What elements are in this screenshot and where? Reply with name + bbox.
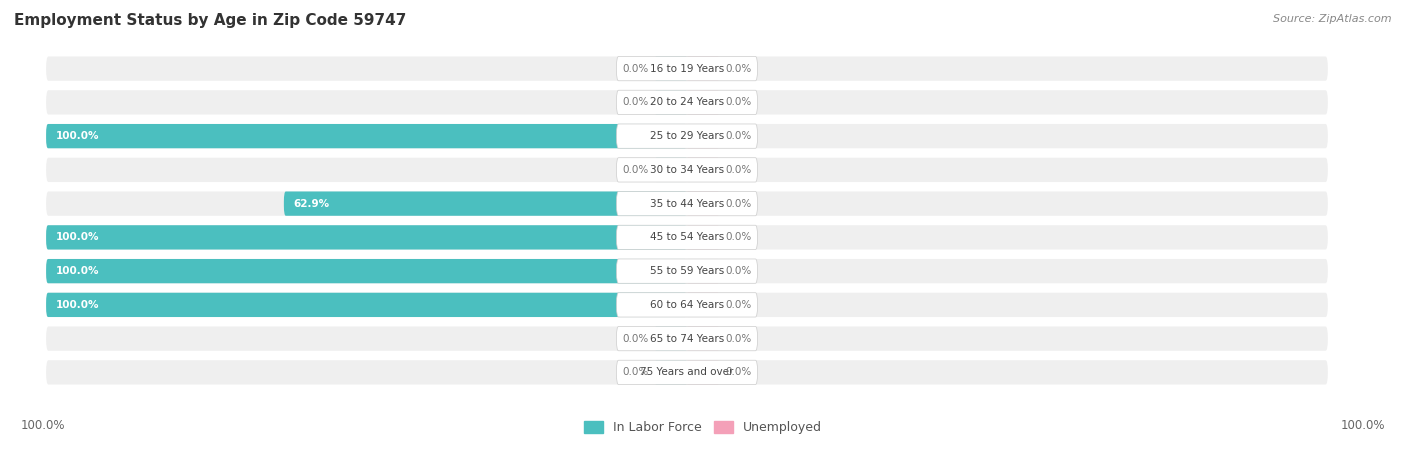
Text: 0.0%: 0.0% bbox=[725, 367, 752, 378]
Text: 0.0%: 0.0% bbox=[725, 333, 752, 344]
FancyBboxPatch shape bbox=[46, 259, 1327, 284]
Text: 35 to 44 Years: 35 to 44 Years bbox=[650, 198, 724, 209]
FancyBboxPatch shape bbox=[688, 259, 718, 284]
FancyBboxPatch shape bbox=[46, 360, 1327, 384]
Text: 100.0%: 100.0% bbox=[56, 131, 100, 141]
Text: 75 Years and over: 75 Years and over bbox=[640, 367, 734, 378]
FancyBboxPatch shape bbox=[655, 327, 688, 351]
Text: 0.0%: 0.0% bbox=[725, 266, 752, 276]
FancyBboxPatch shape bbox=[616, 124, 758, 148]
Legend: In Labor Force, Unemployed: In Labor Force, Unemployed bbox=[579, 416, 827, 439]
FancyBboxPatch shape bbox=[46, 90, 1327, 114]
Text: 0.0%: 0.0% bbox=[725, 97, 752, 108]
FancyBboxPatch shape bbox=[616, 292, 758, 317]
FancyBboxPatch shape bbox=[688, 225, 718, 249]
FancyBboxPatch shape bbox=[616, 158, 758, 182]
FancyBboxPatch shape bbox=[284, 192, 688, 216]
FancyBboxPatch shape bbox=[688, 360, 718, 384]
FancyBboxPatch shape bbox=[46, 225, 688, 249]
FancyBboxPatch shape bbox=[46, 327, 1327, 351]
FancyBboxPatch shape bbox=[688, 292, 718, 317]
Text: 0.0%: 0.0% bbox=[725, 198, 752, 209]
FancyBboxPatch shape bbox=[616, 259, 758, 284]
FancyBboxPatch shape bbox=[688, 158, 718, 182]
FancyBboxPatch shape bbox=[616, 192, 758, 216]
FancyBboxPatch shape bbox=[46, 292, 1327, 317]
Text: Source: ZipAtlas.com: Source: ZipAtlas.com bbox=[1274, 14, 1392, 23]
FancyBboxPatch shape bbox=[46, 192, 1327, 216]
FancyBboxPatch shape bbox=[655, 360, 688, 384]
Text: 16 to 19 Years: 16 to 19 Years bbox=[650, 63, 724, 74]
Text: 45 to 54 Years: 45 to 54 Years bbox=[650, 232, 724, 243]
FancyBboxPatch shape bbox=[616, 327, 758, 351]
Text: 25 to 29 Years: 25 to 29 Years bbox=[650, 131, 724, 141]
Text: 0.0%: 0.0% bbox=[623, 97, 648, 108]
FancyBboxPatch shape bbox=[46, 124, 688, 148]
Text: 0.0%: 0.0% bbox=[725, 300, 752, 310]
FancyBboxPatch shape bbox=[46, 124, 1327, 148]
FancyBboxPatch shape bbox=[46, 225, 1327, 249]
Text: 60 to 64 Years: 60 to 64 Years bbox=[650, 300, 724, 310]
FancyBboxPatch shape bbox=[46, 56, 1327, 81]
FancyBboxPatch shape bbox=[688, 56, 718, 81]
Text: 100.0%: 100.0% bbox=[1340, 419, 1385, 432]
FancyBboxPatch shape bbox=[616, 225, 758, 249]
Text: 0.0%: 0.0% bbox=[623, 165, 648, 175]
Text: 0.0%: 0.0% bbox=[623, 333, 648, 344]
Text: 0.0%: 0.0% bbox=[725, 165, 752, 175]
Text: 0.0%: 0.0% bbox=[725, 232, 752, 243]
Text: 0.0%: 0.0% bbox=[725, 63, 752, 74]
FancyBboxPatch shape bbox=[655, 56, 688, 81]
FancyBboxPatch shape bbox=[616, 90, 758, 114]
FancyBboxPatch shape bbox=[46, 292, 688, 317]
FancyBboxPatch shape bbox=[688, 90, 718, 114]
FancyBboxPatch shape bbox=[655, 158, 688, 182]
Text: 0.0%: 0.0% bbox=[623, 367, 648, 378]
FancyBboxPatch shape bbox=[655, 90, 688, 114]
FancyBboxPatch shape bbox=[46, 259, 688, 284]
Text: 65 to 74 Years: 65 to 74 Years bbox=[650, 333, 724, 344]
FancyBboxPatch shape bbox=[688, 192, 718, 216]
Text: 0.0%: 0.0% bbox=[725, 131, 752, 141]
FancyBboxPatch shape bbox=[688, 124, 718, 148]
FancyBboxPatch shape bbox=[616, 360, 758, 384]
Text: 0.0%: 0.0% bbox=[623, 63, 648, 74]
Text: 20 to 24 Years: 20 to 24 Years bbox=[650, 97, 724, 108]
Text: 62.9%: 62.9% bbox=[294, 198, 329, 209]
FancyBboxPatch shape bbox=[688, 327, 718, 351]
Text: 55 to 59 Years: 55 to 59 Years bbox=[650, 266, 724, 276]
Text: 30 to 34 Years: 30 to 34 Years bbox=[650, 165, 724, 175]
Text: Employment Status by Age in Zip Code 59747: Employment Status by Age in Zip Code 597… bbox=[14, 14, 406, 28]
FancyBboxPatch shape bbox=[616, 56, 758, 81]
FancyBboxPatch shape bbox=[46, 158, 1327, 182]
Text: 100.0%: 100.0% bbox=[56, 266, 100, 276]
Text: 100.0%: 100.0% bbox=[56, 232, 100, 243]
Text: 100.0%: 100.0% bbox=[21, 419, 66, 432]
Text: 100.0%: 100.0% bbox=[56, 300, 100, 310]
